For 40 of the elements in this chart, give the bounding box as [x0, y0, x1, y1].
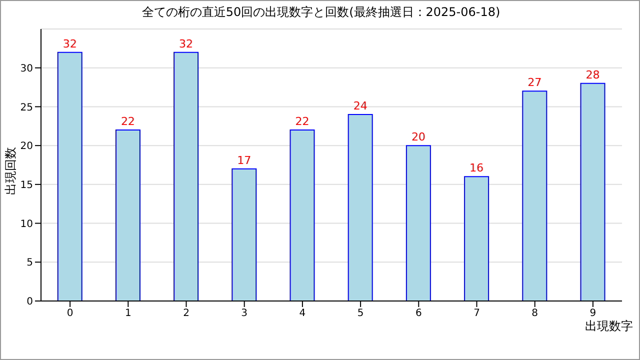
bar — [464, 176, 490, 301]
bar — [174, 52, 199, 301]
y-tick-label: 10 — [20, 218, 33, 230]
data-label: 32 — [179, 37, 194, 50]
x-tick-label: 6 — [415, 308, 422, 320]
data-label: 17 — [237, 154, 252, 167]
y-tick-label: 0 — [26, 296, 33, 308]
bar — [406, 145, 431, 301]
bar — [522, 90, 548, 301]
bar — [580, 82, 606, 301]
y-tick-label: 5 — [26, 258, 33, 269]
x-tick-label: 2 — [183, 308, 190, 320]
x-tick-label: 5 — [357, 308, 364, 320]
data-label: 27 — [528, 76, 542, 90]
bar — [290, 130, 315, 301]
y-tick-label: 20 — [20, 141, 33, 152]
y-tick-label: 25 — [20, 102, 33, 114]
data-label: 28 — [586, 68, 600, 82]
data-label: 20 — [411, 130, 426, 144]
data-label: 22 — [295, 115, 310, 128]
data-label: 32 — [62, 37, 77, 50]
y-tick-label: 30 — [20, 63, 33, 74]
data-label: 16 — [470, 162, 484, 175]
data-label: 24 — [353, 99, 368, 112]
x-tick-label: 3 — [241, 308, 248, 320]
x-tick-label: 1 — [124, 308, 132, 320]
x-tick-label: 9 — [590, 308, 596, 320]
bar — [115, 130, 140, 301]
y-tick-label: 15 — [20, 180, 33, 191]
data-label: 22 — [120, 115, 135, 128]
x-tick-label: 7 — [474, 308, 480, 320]
x-tick-label: 8 — [532, 308, 538, 320]
x-tick-label: 0 — [66, 308, 74, 320]
y-axis-title: 出現回数 — [2, 147, 18, 195]
x-axis-title: 出現数字 — [585, 318, 633, 335]
chart-title: 全ての桁の直近50回の出現数字と回数(最終抽選日：2025-06-18) — [140, 4, 502, 21]
x-tick-label: 4 — [299, 308, 306, 320]
bar — [57, 52, 82, 301]
bar — [232, 168, 257, 301]
bar — [348, 114, 373, 301]
